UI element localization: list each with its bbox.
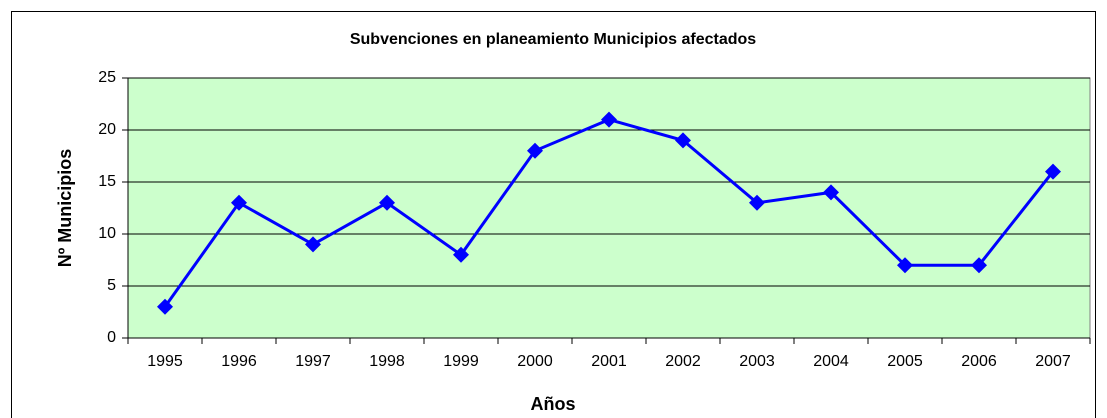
y-tick-label: 10 (98, 225, 116, 242)
data-marker (601, 111, 617, 128)
data-marker (379, 194, 395, 211)
x-tick-label: 2005 (887, 353, 923, 370)
x-tick-label: 1997 (295, 353, 331, 370)
data-marker (897, 257, 913, 274)
data-marker (231, 194, 247, 211)
data-marker (305, 236, 321, 253)
data-marker (453, 246, 469, 263)
data-marker (971, 257, 987, 274)
data-marker (749, 194, 765, 211)
x-tick-label: 1996 (221, 353, 257, 370)
x-tick-label: 1999 (443, 353, 479, 370)
x-tick-label: 2006 (961, 353, 997, 370)
x-tick-label: 2002 (665, 353, 701, 370)
x-tick-label: 2004 (813, 353, 849, 370)
x-tick-label: 1998 (369, 353, 405, 370)
x-tick-label: 2000 (517, 353, 553, 370)
y-tick-label: 15 (98, 173, 116, 190)
x-tick-label: 2003 (739, 353, 775, 370)
x-axis-title: Años (531, 394, 576, 414)
y-tick-label: 5 (107, 277, 116, 294)
y-tick-label: 20 (98, 121, 116, 138)
x-tick-label: 1995 (147, 353, 183, 370)
data-marker (1045, 163, 1061, 180)
y-tick-label: 25 (98, 69, 116, 86)
y-tick-label: 0 (107, 329, 116, 346)
chart-title: Subvenciones en planeamiento Municipios … (350, 31, 756, 48)
x-tick-label: 2007 (1035, 353, 1071, 370)
data-marker (823, 184, 839, 201)
data-marker (675, 132, 691, 149)
data-marker (527, 142, 543, 159)
x-tick-label: 2001 (591, 353, 627, 370)
data-marker (157, 298, 173, 315)
y-axis-title: Nº Municipios (55, 149, 75, 268)
